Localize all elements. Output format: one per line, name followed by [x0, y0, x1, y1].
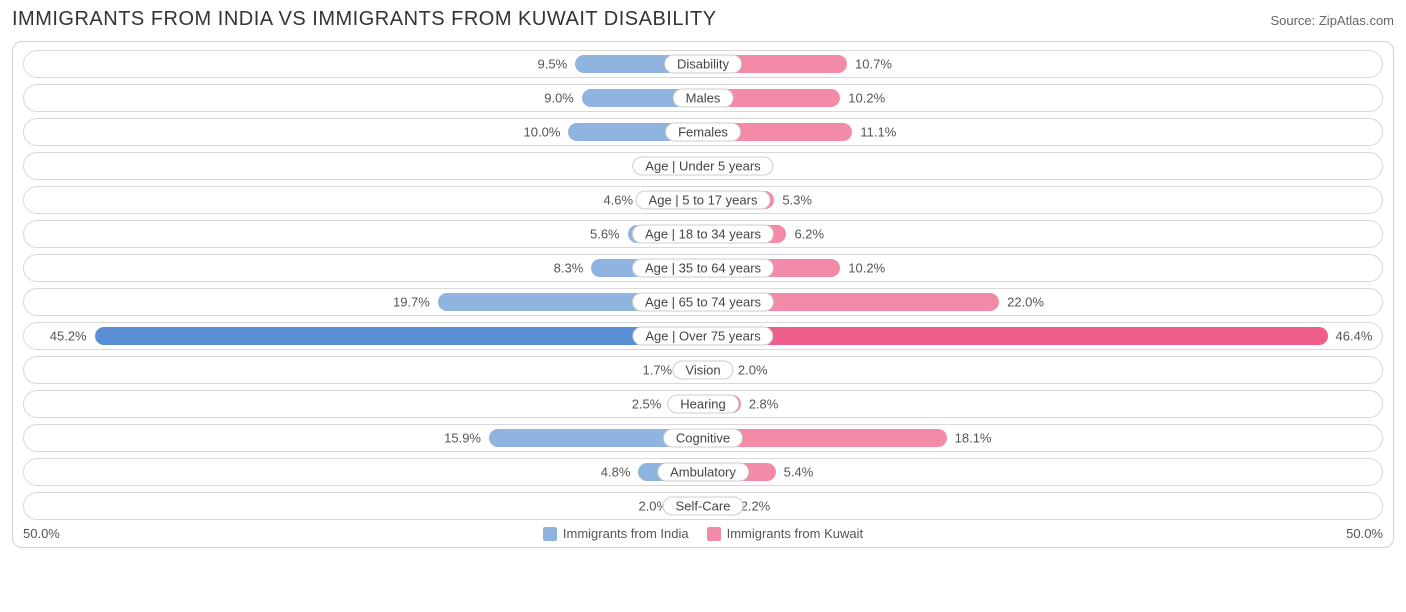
bar-row: 5.6% 6.2% Age | 18 to 34 years	[23, 220, 1383, 248]
bar-row: 4.6% 5.3% Age | 5 to 17 years	[23, 186, 1383, 214]
bar-row: 1.7% 2.0% Vision	[23, 356, 1383, 384]
value-left: 4.8%	[601, 465, 631, 480]
bar-row: 2.0%2.2%Self-Care	[23, 492, 1383, 520]
source-attribution: Source: ZipAtlas.com	[1270, 13, 1394, 28]
value-left: 5.6%	[590, 227, 620, 242]
value-left: 8.3%	[554, 261, 584, 276]
legend: Immigrants from India Immigrants from Ku…	[543, 526, 863, 541]
category-pill: Vision	[672, 361, 733, 380]
value-left: 4.6%	[603, 193, 633, 208]
bar-row: 2.5% 2.8% Hearing	[23, 390, 1383, 418]
bar-right	[703, 327, 1328, 345]
value-right: 46.4%	[1336, 329, 1373, 344]
value-right: 5.4%	[784, 465, 814, 480]
value-right: 22.0%	[1007, 295, 1044, 310]
category-pill: Age | 35 to 64 years	[632, 259, 774, 278]
bar-row: 4.8% 5.4% Ambulatory	[23, 458, 1383, 486]
bar-row: 45.2% 46.4% Age | Over 75 years	[23, 322, 1383, 350]
category-pill: Self-Care	[663, 497, 744, 516]
category-pill: Cognitive	[663, 429, 743, 448]
value-left: 19.7%	[393, 295, 430, 310]
value-right: 2.0%	[738, 363, 768, 378]
category-pill: Age | 65 to 74 years	[632, 293, 774, 312]
bar-row: 15.9% 18.1% Cognitive	[23, 424, 1383, 452]
bar-row: 10.0% 11.1% Females	[23, 118, 1383, 146]
category-pill: Age | 18 to 34 years	[632, 225, 774, 244]
legend-item-india: Immigrants from India	[543, 526, 689, 541]
value-left: 9.0%	[544, 91, 574, 106]
value-right: 18.1%	[955, 431, 992, 446]
bar-row: 19.7% 22.0% Age | 65 to 74 years	[23, 288, 1383, 316]
axis-max-right: 50.0%	[1346, 526, 1383, 541]
category-pill: Ambulatory	[657, 463, 749, 482]
rows-container: 9.5% 10.7% Disability 9.0% 10.2% Males 10.0% 11…	[23, 50, 1383, 520]
chart-title: IMMIGRANTS FROM INDIA VS IMMIGRANTS FROM…	[12, 8, 717, 31]
category-pill: Age | 5 to 17 years	[636, 191, 771, 210]
value-right: 2.8%	[749, 397, 779, 412]
bar-row: 9.0% 10.2% Males	[23, 84, 1383, 112]
legend-label-kuwait: Immigrants from Kuwait	[727, 526, 864, 541]
value-right: 11.1%	[860, 125, 896, 140]
value-right: 10.2%	[848, 261, 885, 276]
axis-max-left: 50.0%	[23, 526, 60, 541]
value-right: 10.7%	[855, 57, 892, 72]
chart-footer: 50.0% Immigrants from India Immigrants f…	[23, 526, 1383, 541]
bar-row: 9.5% 10.7% Disability	[23, 50, 1383, 78]
value-left: 10.0%	[524, 125, 561, 140]
category-pill: Age | Over 75 years	[632, 327, 773, 346]
category-pill: Disability	[664, 55, 742, 74]
category-pill: Females	[665, 123, 741, 142]
value-left: 15.9%	[444, 431, 481, 446]
value-left: 2.5%	[632, 397, 662, 412]
legend-swatch-india	[543, 527, 557, 541]
legend-item-kuwait: Immigrants from Kuwait	[707, 526, 864, 541]
legend-swatch-kuwait	[707, 527, 721, 541]
value-left: 9.5%	[538, 57, 568, 72]
bar-row: 1.0%1.2%Age | Under 5 years	[23, 152, 1383, 180]
category-pill: Males	[673, 89, 734, 108]
legend-label-india: Immigrants from India	[563, 526, 689, 541]
category-pill: Hearing	[667, 395, 739, 414]
bar-left	[95, 327, 703, 345]
chart-frame: 9.5% 10.7% Disability 9.0% 10.2% Males 10.0% 11…	[12, 41, 1394, 548]
value-right: 6.2%	[794, 227, 824, 242]
value-left: 1.7%	[642, 363, 672, 378]
category-pill: Age | Under 5 years	[632, 157, 773, 176]
value-right: 10.2%	[848, 91, 885, 106]
value-left: 45.2%	[50, 329, 87, 344]
bar-row: 8.3% 10.2% Age | 35 to 64 years	[23, 254, 1383, 282]
value-right: 5.3%	[782, 193, 812, 208]
value-right: 2.2%	[741, 499, 771, 514]
